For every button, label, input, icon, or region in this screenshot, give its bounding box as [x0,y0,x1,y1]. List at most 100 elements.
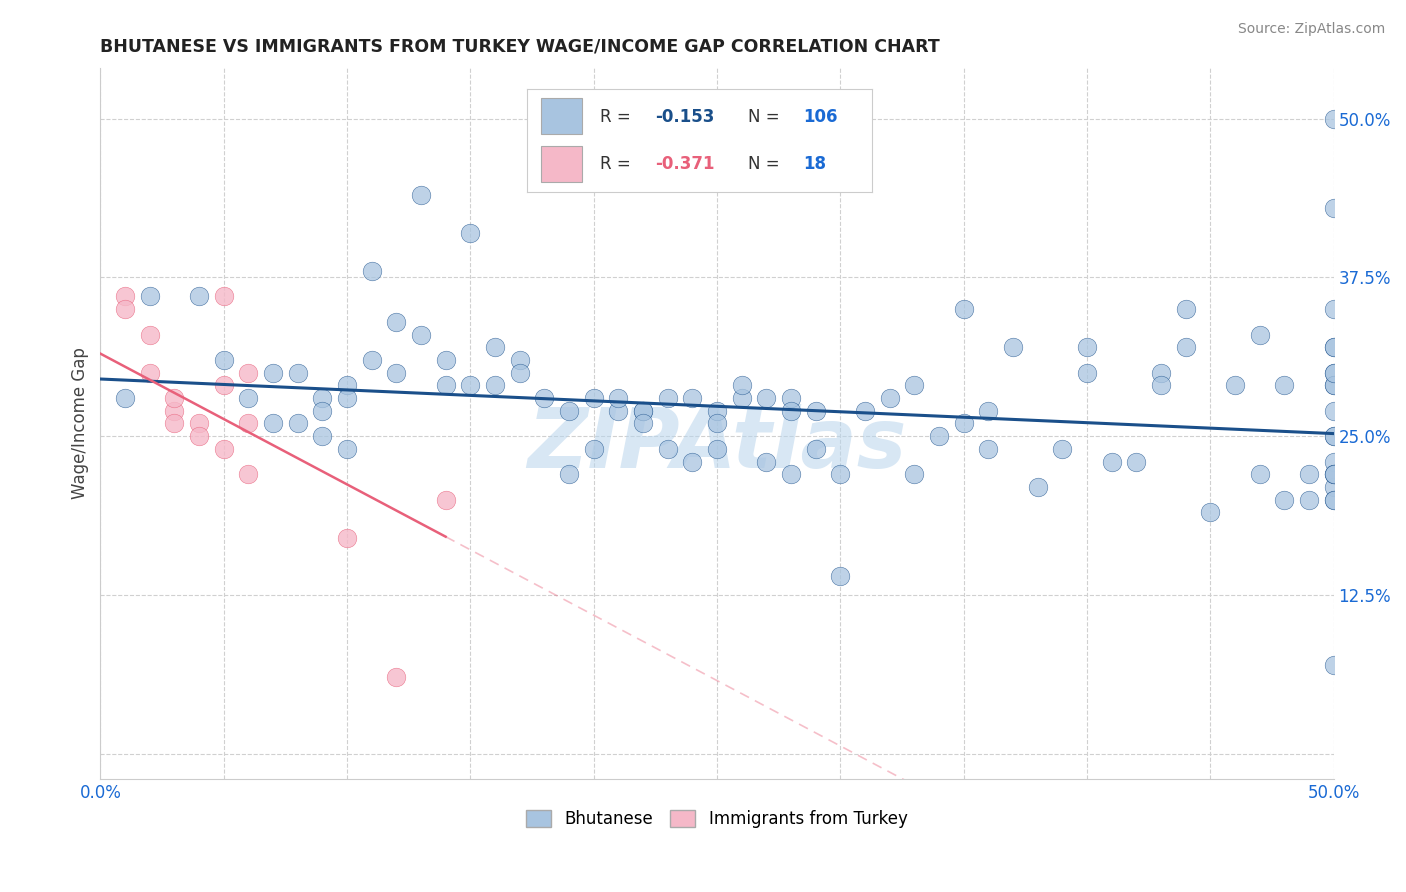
Point [238,391,260,405]
Point [287,417,309,431]
Point [1125,454,1147,468]
Point [1101,454,1123,468]
Point [631,403,654,417]
Point [434,378,457,392]
Point [1322,429,1344,443]
Point [1174,302,1197,317]
FancyBboxPatch shape [541,98,582,135]
Legend: Bhutanese, Immigrants from Turkey: Bhutanese, Immigrants from Turkey [520,803,914,835]
Point [1322,467,1344,482]
Text: ZIPAtlas: ZIPAtlas [527,404,907,485]
Point [1322,429,1344,443]
Point [1322,492,1344,507]
Point [336,378,359,392]
Point [1322,657,1344,672]
Point [1249,327,1271,342]
Point [681,391,703,405]
Point [977,403,1000,417]
Point [509,353,531,368]
Text: BHUTANESE VS IMMIGRANTS FROM TURKEY WAGE/INCOME GAP CORRELATION CHART: BHUTANESE VS IMMIGRANTS FROM TURKEY WAGE… [100,37,941,55]
Point [287,366,309,380]
Point [1322,112,1344,126]
Point [1298,492,1320,507]
Point [212,353,235,368]
Point [607,391,630,405]
Text: N =: N = [748,108,785,126]
Point [409,188,432,202]
Point [311,429,333,443]
Point [1076,340,1098,354]
Point [1223,378,1246,392]
Point [1322,366,1344,380]
Point [657,391,679,405]
Point [853,403,876,417]
Point [631,403,654,417]
Point [1322,492,1344,507]
Point [1272,492,1295,507]
Point [434,353,457,368]
Point [138,327,160,342]
Point [730,391,752,405]
Point [755,391,778,405]
Point [582,442,605,456]
Point [1199,505,1222,519]
Point [1322,201,1344,215]
Point [706,442,728,456]
Point [558,467,581,482]
Point [163,417,186,431]
Point [706,417,728,431]
Point [1322,480,1344,494]
Point [458,378,481,392]
Point [262,366,284,380]
Text: N =: N = [748,155,785,173]
Point [1322,378,1344,392]
Y-axis label: Wage/Income Gap: Wage/Income Gap [72,348,89,500]
Point [458,226,481,240]
Point [903,378,925,392]
Point [607,403,630,417]
Point [114,289,136,303]
Point [163,403,186,417]
Point [804,442,827,456]
Point [484,340,506,354]
Point [804,403,827,417]
Text: Source: ZipAtlas.com: Source: ZipAtlas.com [1237,22,1385,37]
Point [1249,467,1271,482]
Point [336,531,359,545]
Point [533,391,555,405]
Point [336,391,359,405]
Point [1322,403,1344,417]
Point [336,442,359,456]
Point [138,289,160,303]
Point [188,429,211,443]
Point [952,417,974,431]
Point [780,467,803,482]
Point [706,403,728,417]
Point [1322,378,1344,392]
Point [212,442,235,456]
Point [952,302,974,317]
Point [558,403,581,417]
Point [262,417,284,431]
Point [212,289,235,303]
Point [879,391,901,405]
Point [830,467,852,482]
Text: 106: 106 [803,108,838,126]
Point [1322,340,1344,354]
Point [1076,366,1098,380]
Point [780,403,803,417]
Point [681,454,703,468]
Point [311,391,333,405]
Text: -0.153: -0.153 [655,108,714,126]
Point [385,366,408,380]
Point [631,417,654,431]
Point [755,454,778,468]
Point [582,391,605,405]
Text: R =: R = [599,155,636,173]
Point [1322,302,1344,317]
Point [1298,467,1320,482]
Point [360,353,382,368]
Point [730,378,752,392]
Point [928,429,950,443]
Point [238,467,260,482]
